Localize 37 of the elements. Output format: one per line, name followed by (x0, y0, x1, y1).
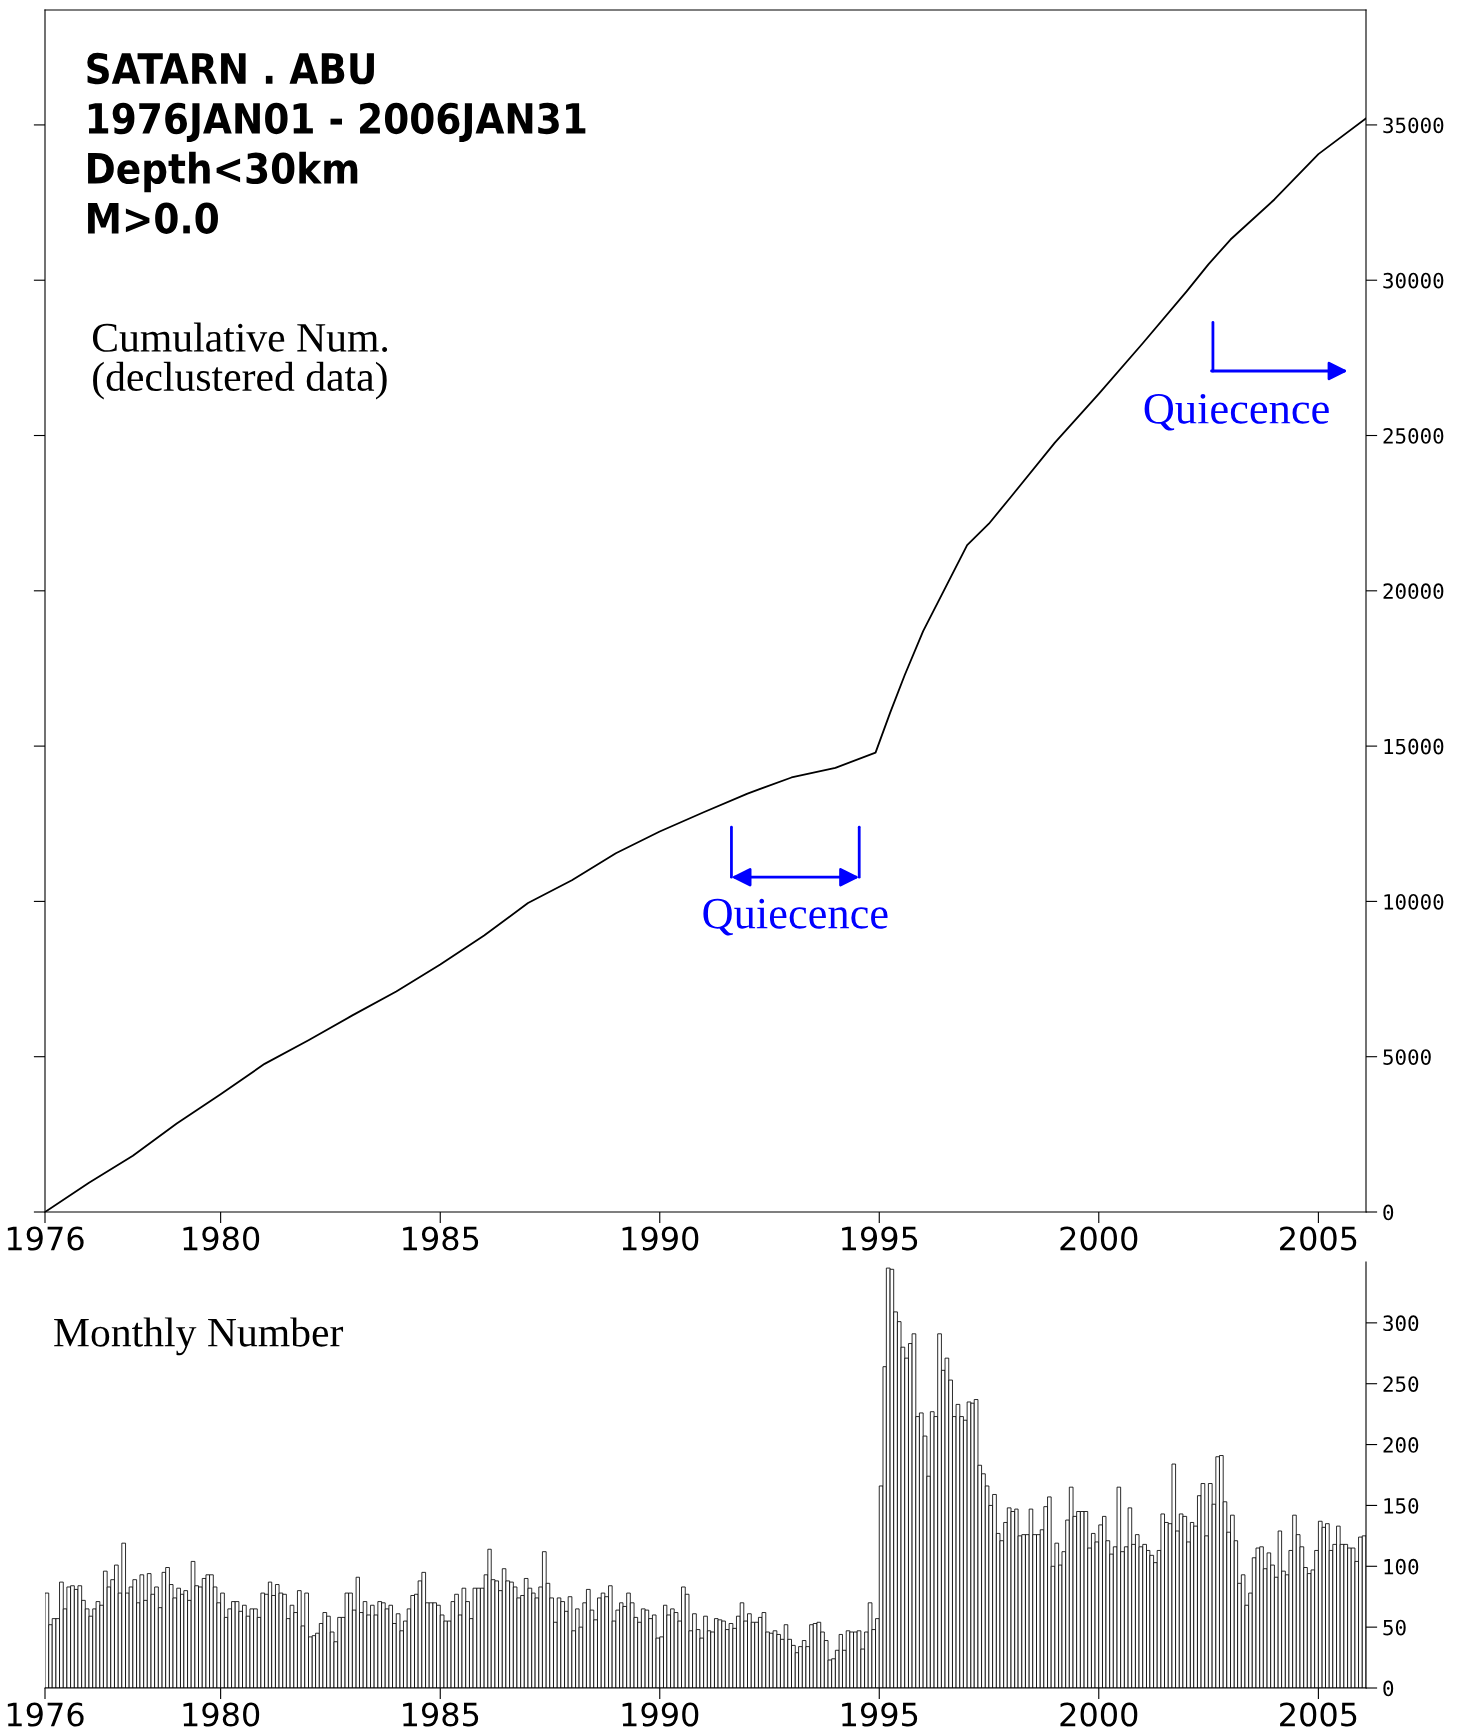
y-tick-label: 35000 (1383, 117, 1444, 134)
x-tick-label: 1980 (183, 1226, 260, 1251)
y-tick-label: 200 (1383, 1437, 1419, 1453)
y-tick-label: 25000 (1383, 428, 1444, 444)
y-tick-label: 10000 (1384, 893, 1444, 910)
y-tick-label: 250 (1383, 1376, 1419, 1392)
y-tick-label: 0 (1383, 1680, 1394, 1697)
annotation: 1976JAN01 - 2006JAN31 (88, 102, 586, 142)
annotation: M>0.0 (88, 202, 218, 234)
y-tick-label: 30000 (1383, 272, 1444, 289)
x-tick-label: 1995 (842, 1226, 918, 1251)
x-tick-label: 1985 (403, 1226, 479, 1251)
x-tick-label: 2000 (1060, 1226, 1138, 1251)
x-tick-label: 1980 (183, 1702, 260, 1727)
annotation: Quiecence (703, 898, 888, 936)
y-tick-label: 0 (1383, 1204, 1394, 1221)
y-tick-label: 20000 (1383, 583, 1444, 600)
x-tick-label: 1995 (842, 1702, 918, 1727)
x-tick-label: 2005 (1280, 1702, 1357, 1727)
x-tick-label: 2005 (1280, 1226, 1357, 1251)
y-tick-label: 5000 (1383, 1049, 1431, 1065)
x-tick-label: 1990 (622, 1702, 699, 1727)
annotation: SATARN . ABU (87, 52, 374, 85)
y-tick-label: 100 (1384, 1558, 1419, 1575)
annotation: Depth<30km (88, 151, 358, 193)
y-tick-label: 50 (1383, 1619, 1406, 1636)
annotation: Monthly Number (54, 1317, 344, 1356)
x-tick-label: 1976 (7, 1702, 84, 1727)
y-tick-label: 150 (1384, 1497, 1419, 1514)
x-tick-label: 2000 (1060, 1702, 1138, 1727)
x-tick-label: 1985 (403, 1702, 479, 1727)
x-tick-label: 1976 (7, 1226, 84, 1251)
annotation: Quiecence (1144, 393, 1329, 431)
x-tick-label: 1990 (622, 1226, 699, 1251)
y-tick-label: 300 (1383, 1315, 1419, 1332)
y-tick-label: 15000 (1384, 738, 1444, 755)
annotation: Cumulative Num. (declustered data) (92, 322, 388, 400)
